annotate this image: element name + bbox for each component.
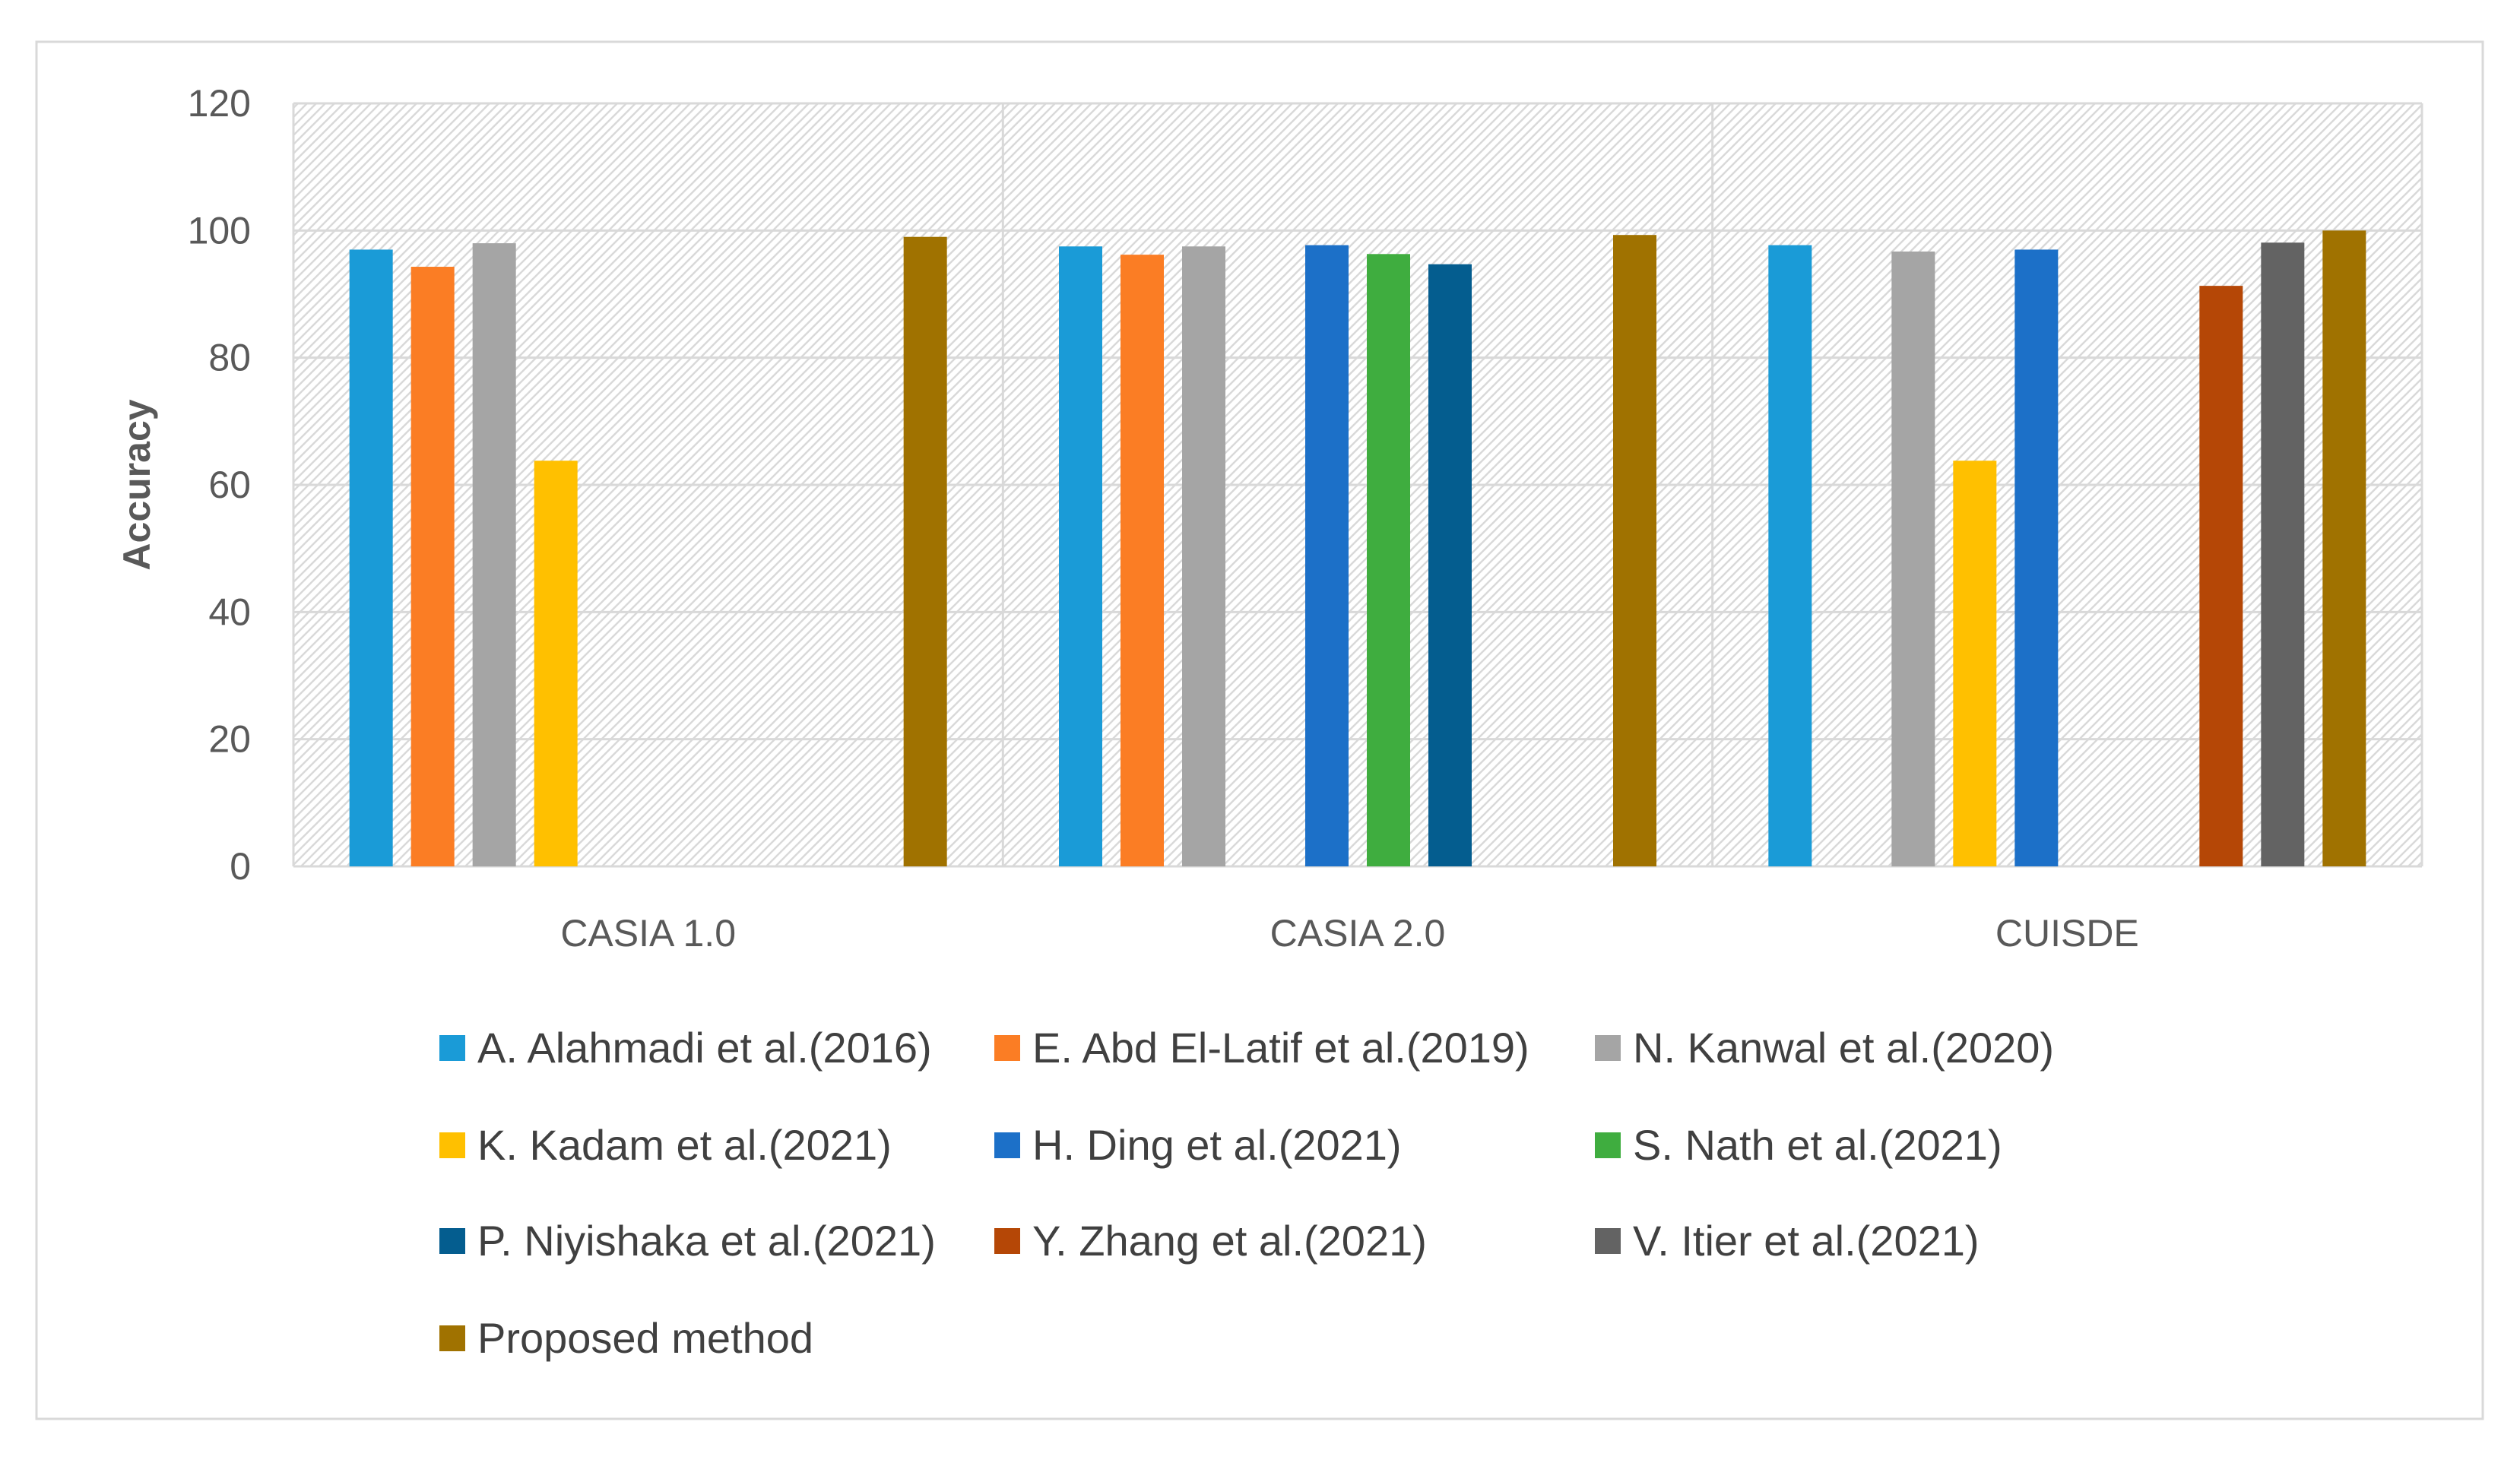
bar-2-4: [2014, 249, 2059, 866]
legend-item: S. Nath et al.(2021): [1595, 1121, 2002, 1169]
bar-0-2: [472, 243, 516, 867]
legend-label: Y. Zhang et al.(2021): [1032, 1217, 1427, 1265]
legend-item: Y. Zhang et al.(2021): [994, 1217, 1427, 1265]
bar-2-0: [1768, 245, 1812, 866]
bar-1-0: [1059, 246, 1102, 866]
legend-swatch: [994, 1228, 1020, 1254]
legend-label: P. Niyishaka et al.(2021): [477, 1217, 936, 1265]
bar-0-3: [534, 461, 578, 866]
y-tick-label: 60: [208, 464, 251, 506]
bar-1-1: [1121, 255, 1164, 866]
legend-label: H. Ding et al.(2021): [1032, 1121, 1402, 1169]
bar-0-9: [903, 236, 947, 866]
y-axis-title: Accuracy: [116, 399, 158, 570]
legend-label: K. Kadam et al.(2021): [477, 1121, 892, 1169]
bar-1-6: [1428, 264, 1472, 867]
legend-item: A. Alahmadi et al.(2016): [439, 1024, 932, 1072]
legend-swatch: [439, 1132, 465, 1158]
legend-swatch: [994, 1035, 1020, 1061]
y-tick-label: 40: [208, 591, 251, 633]
x-tick-label: CASIA 1.0: [560, 912, 736, 955]
bar-1-9: [1613, 235, 1656, 866]
legend-label: E. Abd El-Latif et al.(2019): [1032, 1024, 1529, 1072]
bar-1-5: [1367, 254, 1410, 866]
legend-swatch: [1595, 1035, 1621, 1061]
legend-label: A. Alahmadi et al.(2016): [477, 1024, 932, 1072]
legend-item: Proposed method: [439, 1314, 813, 1362]
y-tick-label: 80: [208, 337, 251, 379]
legend-swatch: [1595, 1132, 1621, 1158]
bar-2-9: [2322, 230, 2366, 866]
x-tick-label: CASIA 2.0: [1270, 912, 1446, 955]
legend-item: P. Niyishaka et al.(2021): [439, 1217, 936, 1265]
legend-swatch: [439, 1325, 465, 1351]
legend-swatch: [1595, 1228, 1621, 1254]
bar-1-4: [1305, 245, 1349, 866]
legend-label: N. Kanwal et al.(2020): [1633, 1024, 2054, 1072]
y-tick-label: 0: [230, 845, 251, 888]
legend-label: Proposed method: [477, 1314, 813, 1362]
legend-item: H. Ding et al.(2021): [994, 1121, 1402, 1169]
legend-item: V. Itier et al.(2021): [1595, 1217, 1980, 1265]
legend-label: V. Itier et al.(2021): [1633, 1217, 1980, 1265]
bar-0-0: [349, 249, 393, 866]
legend-item: K. Kadam et al.(2021): [439, 1121, 892, 1169]
y-tick-label: 120: [188, 82, 251, 125]
bar-2-8: [2261, 242, 2305, 867]
legend-item: N. Kanwal et al.(2020): [1595, 1024, 2054, 1072]
x-tick-label: CUISDE: [1995, 912, 2139, 955]
bar-2-3: [1953, 461, 1997, 866]
bar-2-7: [2199, 286, 2243, 867]
legend-swatch: [994, 1132, 1020, 1158]
bar-0-1: [410, 267, 455, 867]
y-tick-label: 20: [208, 718, 251, 761]
legend-item: E. Abd El-Latif et al.(2019): [994, 1024, 1529, 1072]
legend-swatch: [439, 1035, 465, 1061]
bar-2-2: [1891, 251, 1935, 866]
legend-swatch: [439, 1228, 465, 1254]
y-tick-label: 100: [188, 209, 251, 252]
legend-label: S. Nath et al.(2021): [1633, 1121, 2002, 1169]
bar-1-2: [1182, 246, 1225, 866]
